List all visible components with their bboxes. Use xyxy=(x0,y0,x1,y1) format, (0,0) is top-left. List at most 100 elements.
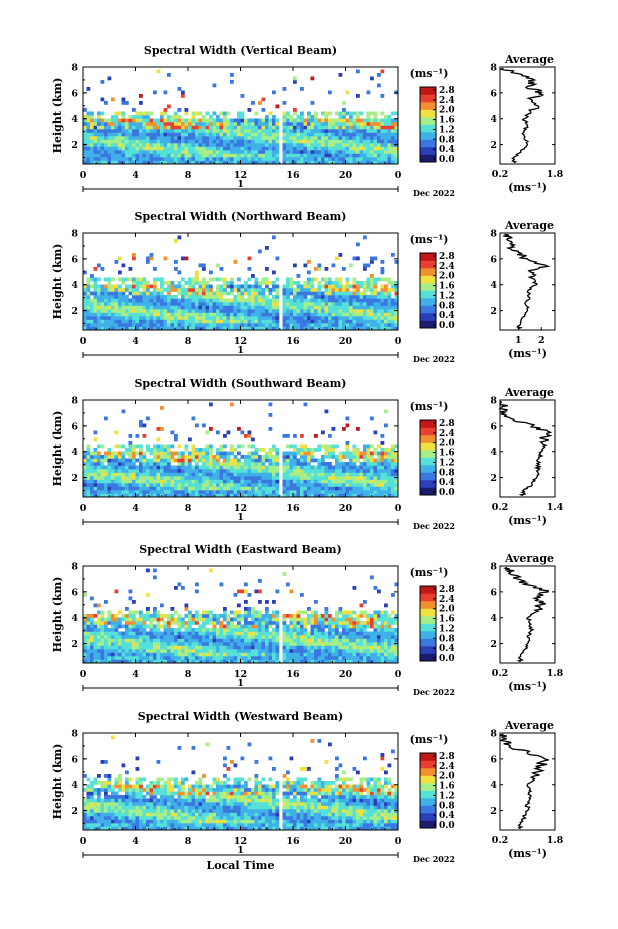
heatmap-cell xyxy=(384,139,388,144)
heatmap-cell xyxy=(258,465,262,470)
heatmap-cell xyxy=(233,122,238,126)
heatmap-cell xyxy=(86,111,91,116)
heatmap-cell xyxy=(93,486,98,491)
colorbar-tick-label: 0.4 xyxy=(439,311,455,321)
heatmap-cell xyxy=(156,146,161,151)
heatmap-cell xyxy=(209,305,213,310)
heatmap-cell xyxy=(317,125,322,130)
heatmap-cell xyxy=(286,444,290,449)
heatmap-cell xyxy=(202,493,206,498)
heatmap-cell xyxy=(338,146,343,151)
heatmap-cell xyxy=(331,157,336,161)
heatmap-cell xyxy=(289,277,294,282)
heatmap-cell xyxy=(314,291,318,296)
heatmap-cell xyxy=(258,621,262,625)
heatmap-cell xyxy=(247,146,252,151)
heatmap-cell xyxy=(230,645,234,650)
heatmap-cell xyxy=(160,617,164,622)
heatmap-cell xyxy=(296,122,301,126)
heatmap-cell xyxy=(303,462,308,466)
heatmap-cell xyxy=(338,115,343,119)
heatmap-cell xyxy=(174,642,178,646)
heatmap-cell xyxy=(356,469,360,473)
heatmap-cell xyxy=(223,479,227,484)
heatmap-cell xyxy=(118,122,122,126)
heatmap-cell xyxy=(163,146,168,151)
heatmap-cell xyxy=(97,288,101,292)
x-tick-label: 8 xyxy=(185,170,192,181)
heatmap-cell xyxy=(226,652,231,657)
heatmap-cell xyxy=(195,476,199,480)
heatmap-cell xyxy=(97,309,101,313)
heatmap-cell xyxy=(156,451,161,456)
heatmap-cell xyxy=(167,614,171,618)
heatmap-cell xyxy=(261,160,266,165)
heatmap-cell xyxy=(97,444,101,449)
heatmap-cell xyxy=(139,469,143,473)
heatmap-cell xyxy=(373,483,378,487)
heatmap-cell xyxy=(345,483,350,487)
heatmap-cell xyxy=(191,298,196,303)
heatmap-cell xyxy=(156,316,161,320)
heatmap-cell xyxy=(394,451,399,456)
heatmap-cell xyxy=(156,295,161,299)
heatmap-cell xyxy=(170,472,175,477)
heatmap-cell xyxy=(272,270,276,275)
heatmap-cell xyxy=(237,589,241,594)
heatmap-cell xyxy=(149,284,154,289)
heatmap-cell xyxy=(328,132,332,137)
heatmap-cell xyxy=(163,458,168,463)
heatmap-cell xyxy=(349,490,353,494)
heatmap-cell xyxy=(314,125,318,130)
heatmap-cell xyxy=(202,143,206,147)
heatmap-cell xyxy=(293,486,297,491)
heatmap-cell xyxy=(356,305,360,310)
heatmap-cell xyxy=(104,659,108,664)
heatmap-cell xyxy=(293,291,297,296)
heatmap-cell xyxy=(370,288,374,292)
heatmap-cell xyxy=(240,129,245,133)
heatmap-cell xyxy=(380,136,385,140)
heatmap-cell xyxy=(328,462,332,466)
heatmap-cell xyxy=(268,288,273,292)
heatmap-cell xyxy=(307,115,311,119)
heatmap-cell xyxy=(188,472,192,477)
heatmap-cell xyxy=(370,302,374,306)
heatmap-cell xyxy=(338,490,343,494)
heatmap-cell xyxy=(286,483,290,487)
heatmap-cell xyxy=(90,312,94,317)
colorbar-tick-label: 1.6 xyxy=(439,449,455,459)
heatmap-cell xyxy=(296,125,301,130)
heatmap-cell xyxy=(352,493,357,498)
heatmap-cell xyxy=(160,295,164,299)
heatmap-cell xyxy=(153,281,157,285)
heatmap-cell xyxy=(338,469,343,473)
heatmap-cell xyxy=(230,402,234,407)
heatmap-cell xyxy=(205,295,210,299)
heatmap-cell xyxy=(352,323,357,327)
heatmap-cell xyxy=(289,150,294,154)
heatmap-cell xyxy=(184,652,189,657)
heatmap-cell xyxy=(202,635,206,639)
heatmap-cell xyxy=(132,316,136,320)
heatmap-cell xyxy=(237,319,241,324)
heatmap-cell xyxy=(314,129,318,133)
heatmap-cell xyxy=(97,295,101,299)
heatmap-cell xyxy=(142,490,147,494)
heatmap-cell xyxy=(90,486,94,491)
heatmap-cell xyxy=(90,111,94,116)
heatmap-cell xyxy=(90,458,94,463)
heatmap-cell xyxy=(384,277,388,282)
heatmap-cell xyxy=(356,281,360,285)
heatmap-cell xyxy=(86,312,91,317)
heatmap-cell xyxy=(160,298,164,303)
heatmap-cell xyxy=(226,649,231,653)
heatmap-cell xyxy=(247,652,252,657)
heatmap-cell xyxy=(219,469,224,473)
heatmap-cell xyxy=(258,624,262,629)
heatmap-cell xyxy=(265,323,269,327)
heatmap-cell xyxy=(310,448,315,452)
heatmap-cell xyxy=(366,458,371,463)
heatmap-cell xyxy=(321,295,325,299)
heatmap-cell xyxy=(289,465,294,470)
